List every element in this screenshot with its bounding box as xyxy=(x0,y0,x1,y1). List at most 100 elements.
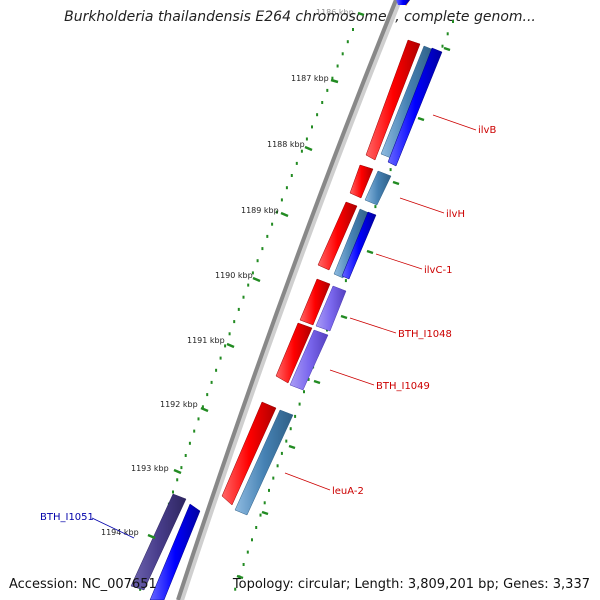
gene-arrow-ilvB-blue[interactable] xyxy=(387,47,443,167)
gene-arrow-ilvH-red[interactable] xyxy=(349,164,374,199)
kbp-label-1189: 1189 kbp xyxy=(241,206,279,215)
kbp-tick-marks xyxy=(147,11,365,540)
ring-dot xyxy=(139,587,142,591)
ring-dot xyxy=(242,563,245,566)
gene-arrow-BTH_I1048-purple[interactable] xyxy=(315,285,347,332)
ring-dot xyxy=(188,441,191,445)
ring-dot xyxy=(251,271,254,275)
ring-dot xyxy=(219,356,222,360)
gene-arrow-BTH_I1048-red[interactable] xyxy=(299,278,331,326)
ring-dot xyxy=(289,427,292,431)
ring-dot xyxy=(242,295,245,299)
ring-dot xyxy=(210,380,213,384)
ring-dot xyxy=(294,414,297,418)
ring-dot xyxy=(197,417,200,421)
ring-dot xyxy=(224,344,227,348)
gene-arrow-leuA-2-steel[interactable] xyxy=(234,409,294,516)
backbone-line xyxy=(176,0,398,600)
ring-dot xyxy=(331,76,334,80)
kbp-label-1190: 1190 kbp xyxy=(215,271,253,280)
ring-dot xyxy=(184,454,187,457)
kbp-label-1192: 1192 kbp xyxy=(160,400,198,409)
ring-dot xyxy=(303,390,305,394)
ring-dot xyxy=(374,205,377,209)
ring-dot xyxy=(300,149,303,153)
ring-dot xyxy=(193,429,196,433)
ring-dot xyxy=(266,234,269,238)
backbone-shadow xyxy=(176,0,402,600)
gene-arrow-BTH_I1049-purple[interactable] xyxy=(289,329,329,391)
ring-dot xyxy=(233,320,236,324)
ring-dot xyxy=(228,332,231,336)
ring-dot xyxy=(180,466,183,470)
gene-label-ilvC-1[interactable]: ilvC-1 xyxy=(424,265,452,276)
ring-dot xyxy=(172,490,174,494)
ring-dot xyxy=(290,174,293,177)
ring-dot xyxy=(246,550,249,554)
ring-dot xyxy=(446,32,449,36)
inner-tick-dashes xyxy=(236,46,451,580)
gene-arrow-ilvC1-steel[interactable] xyxy=(333,208,370,279)
ring-dot xyxy=(272,476,275,480)
ring-dot xyxy=(271,222,274,226)
gene-arrow-top-blue xyxy=(396,0,410,5)
gene-arrow-ilvC1-red[interactable] xyxy=(317,201,358,271)
ring-dot xyxy=(316,113,319,117)
gene-arrow-leuA-2-red[interactable] xyxy=(221,401,277,506)
ring-dot xyxy=(215,368,218,372)
ring-dot xyxy=(452,20,454,23)
ring-dot xyxy=(307,377,310,381)
ring-dot xyxy=(298,402,301,406)
gene-arrow-bottom-blue[interactable] xyxy=(149,503,201,600)
ring-dot xyxy=(261,247,264,251)
ring-dot xyxy=(352,28,354,31)
ring-dot xyxy=(305,137,308,141)
ring-dot xyxy=(285,186,288,190)
ring-dot xyxy=(341,52,344,56)
gene-arrow-ilvB-red[interactable] xyxy=(365,39,421,161)
gene-arrow-BTH_I1051-darkpurple[interactable] xyxy=(130,493,187,591)
ring-dot xyxy=(247,283,250,287)
ring-dot xyxy=(255,526,258,529)
ring-dot xyxy=(280,451,283,455)
ring-dot xyxy=(276,210,278,214)
ring-dot xyxy=(263,501,266,505)
ring-dot xyxy=(295,161,298,165)
kbp-label-1188: 1188 kbp xyxy=(267,140,305,149)
kbp-label-1194: 1194 kbp xyxy=(101,528,139,537)
ring-dot xyxy=(259,513,262,517)
kbp-label-1193: 1193 kbp xyxy=(131,464,169,473)
ring-dot xyxy=(326,88,329,92)
ring-dot xyxy=(285,439,288,443)
accession-label: Accession: NC_007651 xyxy=(9,577,157,592)
ring-dot xyxy=(201,405,204,409)
gene-label-leuA-2[interactable]: leuA-2 xyxy=(332,486,364,497)
leader-lines xyxy=(91,114,477,539)
ring-dot xyxy=(237,307,240,311)
ring-dot xyxy=(176,478,179,482)
ring-dot xyxy=(276,464,279,468)
kbp-label-1186: 1186 kbp xyxy=(316,8,354,17)
topology-label: Topology: circular; Length: 3,809,201 bp… xyxy=(232,577,590,592)
ring-dot xyxy=(280,198,283,202)
gene-label-ilvB[interactable]: ilvB xyxy=(478,125,496,136)
gene-arrow-ilvC1-blue[interactable] xyxy=(341,211,377,280)
ring-dot xyxy=(389,168,392,172)
gene-arrow-ilvH-steel[interactable] xyxy=(364,170,392,206)
ring-dot xyxy=(206,393,209,397)
ring-dot xyxy=(344,279,347,283)
ring-dot xyxy=(336,64,339,68)
ring-dot xyxy=(441,44,444,48)
ring-dot xyxy=(268,488,270,492)
ring-dot xyxy=(346,40,349,44)
gene-label-BTH_I1049[interactable]: BTH_I1049 xyxy=(376,381,430,392)
gene-label-BTH_I1048[interactable]: BTH_I1048 xyxy=(398,329,452,340)
map-title: Burkholderia thailandensis E264 chromoso… xyxy=(64,9,536,25)
kbp-label-1187: 1187 kbp xyxy=(291,74,329,83)
ring-dot xyxy=(251,538,253,542)
kbp-label-1191: 1191 kbp xyxy=(187,336,225,345)
gene-label-ilvH[interactable]: ilvH xyxy=(446,209,465,220)
gene-label-BTH_I1051[interactable]: BTH_I1051 xyxy=(40,512,94,523)
gene-arrow-BTH_I1049-red[interactable] xyxy=(275,322,313,384)
